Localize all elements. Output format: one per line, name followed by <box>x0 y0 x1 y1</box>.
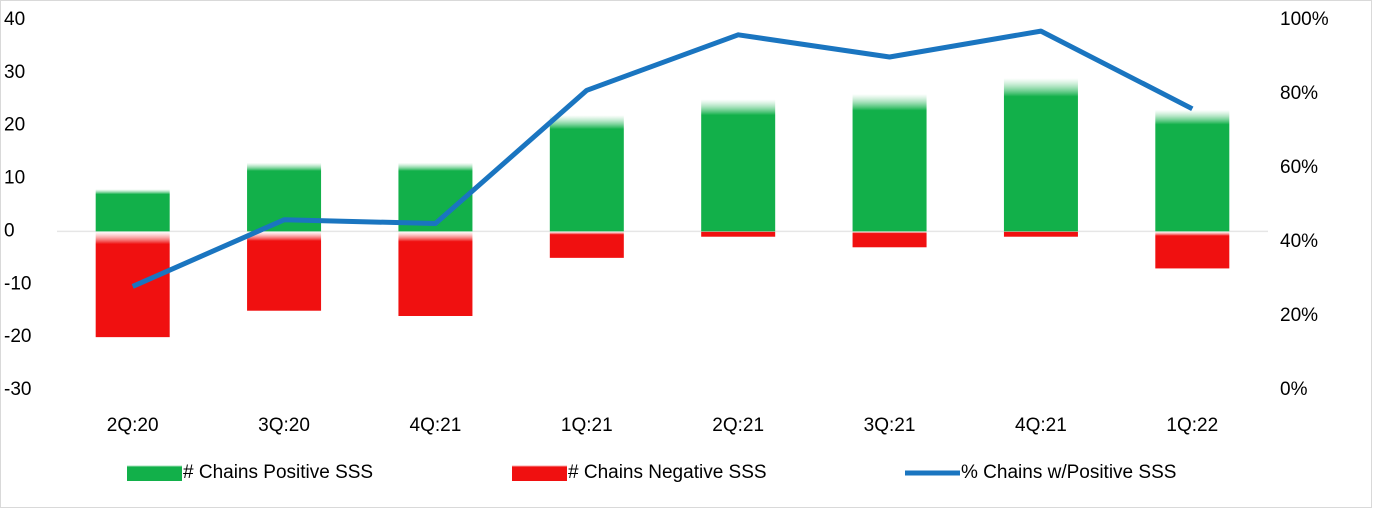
y2-tick-label: 0% <box>1280 379 1308 400</box>
bar <box>852 231 927 248</box>
bar <box>549 115 624 232</box>
bar <box>398 231 473 316</box>
y-tick-label: 20 <box>4 115 25 136</box>
legend-label: % Chains w/Positive SSS <box>961 462 1176 483</box>
bar <box>701 99 776 232</box>
legend-label: # Chains Negative SSS <box>568 462 767 483</box>
bar <box>1003 231 1078 237</box>
y-tick-label: -30 <box>4 379 31 400</box>
y2-tick-label: 100% <box>1280 9 1329 30</box>
legend-label: # Chains Positive SSS <box>183 462 373 483</box>
legend-swatch <box>512 465 567 481</box>
x-tick-label: 4Q:21 <box>410 415 462 436</box>
x-tick-label: 2Q:21 <box>712 415 764 436</box>
bar <box>95 189 170 232</box>
x-tick-label: 4Q:21 <box>1015 415 1067 436</box>
line <box>131 28 1194 289</box>
x-tick-label: 3Q:20 <box>258 415 310 436</box>
y-tick-label: 30 <box>4 62 25 83</box>
bar <box>549 231 624 258</box>
bar <box>701 231 776 237</box>
y-tick-label: -20 <box>4 326 31 347</box>
y2-tick-label: 80% <box>1280 83 1318 104</box>
x-tick-label: 1Q:22 <box>1166 415 1218 436</box>
x-tick-label: 2Q:20 <box>107 415 159 436</box>
bar <box>852 94 927 232</box>
y2-tick-label: 20% <box>1280 305 1318 326</box>
legend-swatch <box>127 465 182 481</box>
bar <box>1155 109 1230 232</box>
y2-tick-label: 40% <box>1280 231 1318 252</box>
bar <box>1155 231 1230 269</box>
bar <box>1003 78 1078 232</box>
x-tick-label: 1Q:21 <box>561 415 613 436</box>
y-tick-label: 0 <box>4 220 15 241</box>
bar <box>398 162 473 232</box>
y-tick-label: -10 <box>4 273 31 294</box>
x-tick-label: 3Q:21 <box>864 415 916 436</box>
y2-tick-label: 60% <box>1280 157 1318 178</box>
bar <box>247 231 322 311</box>
y-tick-label: 10 <box>4 168 25 189</box>
y-tick-label: 40 <box>4 9 25 30</box>
